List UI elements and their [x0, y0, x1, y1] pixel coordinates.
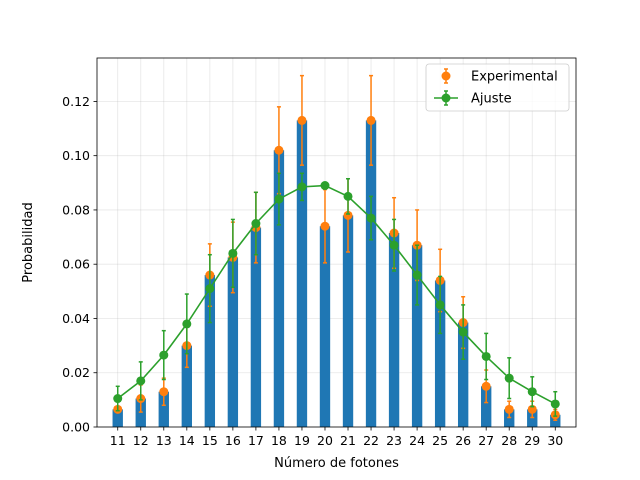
- data-point: [481, 381, 491, 391]
- grid: [97, 58, 576, 428]
- bar: [319, 226, 331, 427]
- data-point: [320, 181, 330, 191]
- x-tick-label: 29: [524, 433, 540, 448]
- bar-series: [112, 120, 561, 427]
- y-tick-label: 0.00: [62, 420, 90, 435]
- bar: [250, 227, 262, 427]
- bar: [457, 322, 469, 427]
- x-tick-label: 27: [478, 433, 494, 448]
- data-point: [504, 404, 514, 414]
- y-axis-label: Probabilidad: [21, 202, 36, 282]
- bar: [227, 257, 239, 427]
- y-tick-label: 0.12: [62, 94, 90, 109]
- x-tick-label: 30: [547, 433, 563, 448]
- x-tick-label: 19: [294, 433, 310, 448]
- legend-label: Experimental: [471, 70, 558, 85]
- data-point: [550, 399, 560, 409]
- x-tick-label: 26: [455, 433, 471, 448]
- data-point: [274, 194, 284, 204]
- legend-marker: [441, 71, 451, 81]
- data-point: [113, 394, 123, 404]
- x-tick-label: 28: [501, 433, 517, 448]
- data-point: [389, 240, 399, 250]
- bar: [112, 409, 123, 427]
- legend-box: [425, 63, 570, 112]
- data-point: [136, 376, 146, 386]
- data-point: [412, 270, 422, 280]
- data-point: [435, 300, 445, 310]
- legend-marker: [441, 93, 451, 103]
- y-tick-label: 0.10: [62, 148, 90, 163]
- data-point: [527, 404, 537, 414]
- bar: [365, 120, 377, 427]
- legend-label: Ajuste: [471, 92, 512, 107]
- x-tick-label: 14: [179, 433, 195, 448]
- bar: [388, 233, 400, 427]
- y-tick-label: 0.08: [62, 202, 90, 217]
- x-tick-label: 18: [271, 433, 287, 448]
- series-line-ajuste: [117, 184, 556, 405]
- data-point: [251, 219, 261, 229]
- data-point: [504, 373, 514, 383]
- x-tick-label: 12: [133, 433, 149, 448]
- bar: [204, 275, 216, 427]
- x-tick-label: 23: [386, 433, 402, 448]
- axis-ticks: 11 12 13 14 15 16 17 18 19 20 21 22 23 24 25 26 27 28 29 30…: [62, 94, 563, 448]
- data-point: [274, 145, 284, 155]
- x-tick-label: 20: [317, 433, 333, 448]
- x-tick-label: 13: [156, 433, 172, 448]
- x-tick-label: 24: [409, 433, 425, 448]
- data-point: [182, 319, 192, 329]
- x-tick-label: 17: [248, 433, 264, 448]
- x-tick-label: 16: [225, 433, 241, 448]
- bar: [158, 391, 169, 427]
- data-point: [527, 387, 537, 397]
- data-point: [343, 210, 353, 220]
- bar: [481, 386, 492, 427]
- bar: [342, 215, 354, 427]
- x-axis-label: Número de fotones: [274, 456, 399, 471]
- plot-frame: [96, 57, 577, 428]
- bar: [296, 120, 308, 427]
- data-point: [205, 284, 215, 294]
- data-point: [159, 387, 169, 397]
- data-point: [366, 115, 376, 125]
- x-tick-label: 21: [340, 433, 356, 448]
- data-point: [159, 350, 169, 360]
- legend: Experimental Ajuste: [425, 63, 570, 112]
- bar: [181, 345, 192, 427]
- bar: [273, 150, 285, 427]
- y-tick-label: 0.06: [62, 257, 90, 272]
- x-tick-label: 22: [363, 433, 379, 448]
- bar: [411, 245, 423, 427]
- x-tick-label: 11: [110, 433, 126, 448]
- data-point: [366, 213, 376, 223]
- data-point: [458, 327, 468, 337]
- legend-items: Experimental Ajuste: [434, 68, 558, 107]
- bar: [434, 280, 446, 427]
- x-tick-label: 15: [202, 433, 218, 448]
- data-point: [297, 182, 307, 192]
- data-point: [481, 351, 491, 361]
- data-point: [320, 221, 330, 231]
- y-tick-label: 0.04: [62, 311, 90, 326]
- data-point: [343, 191, 353, 201]
- line-series: [113, 74, 560, 421]
- x-tick-label: 25: [432, 433, 448, 448]
- data-point: [297, 115, 307, 125]
- y-tick-label: 0.02: [62, 365, 90, 380]
- data-point: [228, 248, 238, 258]
